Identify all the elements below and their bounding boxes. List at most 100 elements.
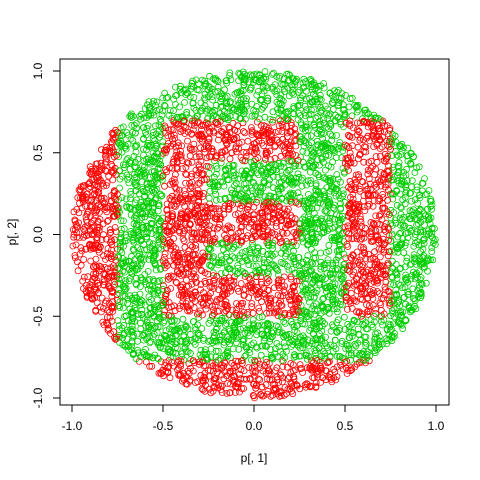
data-point	[394, 162, 402, 170]
data-point	[353, 248, 361, 256]
data-point	[213, 165, 221, 173]
data-point	[174, 366, 181, 374]
data-point	[283, 363, 291, 371]
data-point	[326, 374, 334, 382]
data-point	[241, 129, 249, 137]
data-point	[137, 110, 145, 118]
data-point	[240, 367, 248, 375]
data-point	[277, 91, 285, 99]
data-point	[371, 248, 379, 256]
data-point	[156, 190, 164, 198]
data-point	[242, 184, 250, 192]
data-point	[134, 337, 142, 345]
data-point	[129, 136, 137, 144]
data-point	[279, 229, 287, 237]
data-point	[241, 353, 249, 360]
data-point	[191, 288, 199, 296]
data-point	[345, 103, 353, 111]
data-point	[237, 280, 245, 287]
data-point	[223, 389, 231, 397]
data-point	[263, 279, 271, 287]
data-point	[333, 352, 341, 360]
data-point	[307, 245, 315, 253]
data-point	[269, 184, 277, 192]
data-point	[313, 204, 321, 212]
data-point	[355, 127, 363, 135]
data-point	[299, 147, 307, 155]
data-point	[124, 299, 131, 307]
data-point	[114, 280, 122, 288]
data-point	[240, 128, 247, 135]
data-point	[168, 210, 176, 218]
data-point	[232, 241, 240, 249]
data-point	[369, 301, 377, 309]
data-point	[259, 103, 267, 111]
data-point	[417, 205, 424, 213]
data-point	[210, 284, 218, 292]
data-point	[234, 122, 242, 130]
data-point	[331, 336, 339, 344]
data-point	[240, 308, 248, 316]
data-point	[333, 131, 340, 139]
data-point	[370, 181, 378, 189]
data-point	[314, 336, 321, 344]
data-point	[367, 119, 375, 127]
data-point	[212, 190, 220, 198]
data-point	[307, 132, 315, 140]
data-point	[257, 390, 265, 398]
data-point	[105, 172, 113, 180]
data-point	[422, 279, 430, 287]
data-point	[122, 277, 129, 285]
data-point	[376, 299, 384, 307]
data-point	[87, 257, 95, 265]
data-point	[142, 358, 150, 366]
data-point	[133, 330, 141, 338]
data-point	[166, 374, 174, 382]
data-point	[181, 255, 189, 263]
data-point	[339, 186, 347, 194]
data-point	[191, 275, 199, 282]
data-point	[171, 171, 179, 179]
data-point	[145, 255, 153, 263]
data-point	[307, 353, 315, 361]
data-point	[148, 362, 156, 370]
data-point	[357, 358, 365, 366]
data-point	[285, 266, 293, 274]
data-point	[329, 106, 337, 113]
data-point	[295, 262, 303, 270]
data-point	[335, 101, 343, 109]
data-point	[423, 190, 431, 198]
data-point	[271, 143, 279, 151]
data-point	[111, 224, 119, 231]
data-point	[397, 203, 405, 211]
data-point	[185, 369, 193, 377]
data-point	[311, 349, 319, 357]
data-point	[183, 159, 191, 167]
data-point	[341, 358, 349, 366]
data-point	[297, 94, 304, 102]
data-point	[372, 190, 380, 198]
data-point	[317, 130, 325, 138]
data-point	[99, 220, 107, 228]
data-point	[100, 252, 107, 260]
data-point	[377, 301, 385, 309]
data-point	[131, 143, 139, 151]
data-point	[249, 309, 257, 317]
data-point	[381, 174, 389, 182]
data-point	[189, 318, 197, 325]
data-point	[79, 277, 87, 285]
data-point	[198, 221, 206, 229]
data-point	[280, 339, 288, 347]
data-point	[344, 320, 352, 328]
data-point	[191, 379, 199, 387]
data-point	[286, 146, 294, 154]
data-point	[120, 225, 128, 233]
data-point	[360, 234, 368, 242]
data-point	[345, 209, 353, 217]
data-point	[357, 236, 364, 244]
data-point	[228, 149, 236, 157]
data-point	[282, 250, 290, 257]
data-point	[292, 242, 300, 250]
data-point	[115, 289, 123, 297]
data-point	[345, 166, 352, 174]
